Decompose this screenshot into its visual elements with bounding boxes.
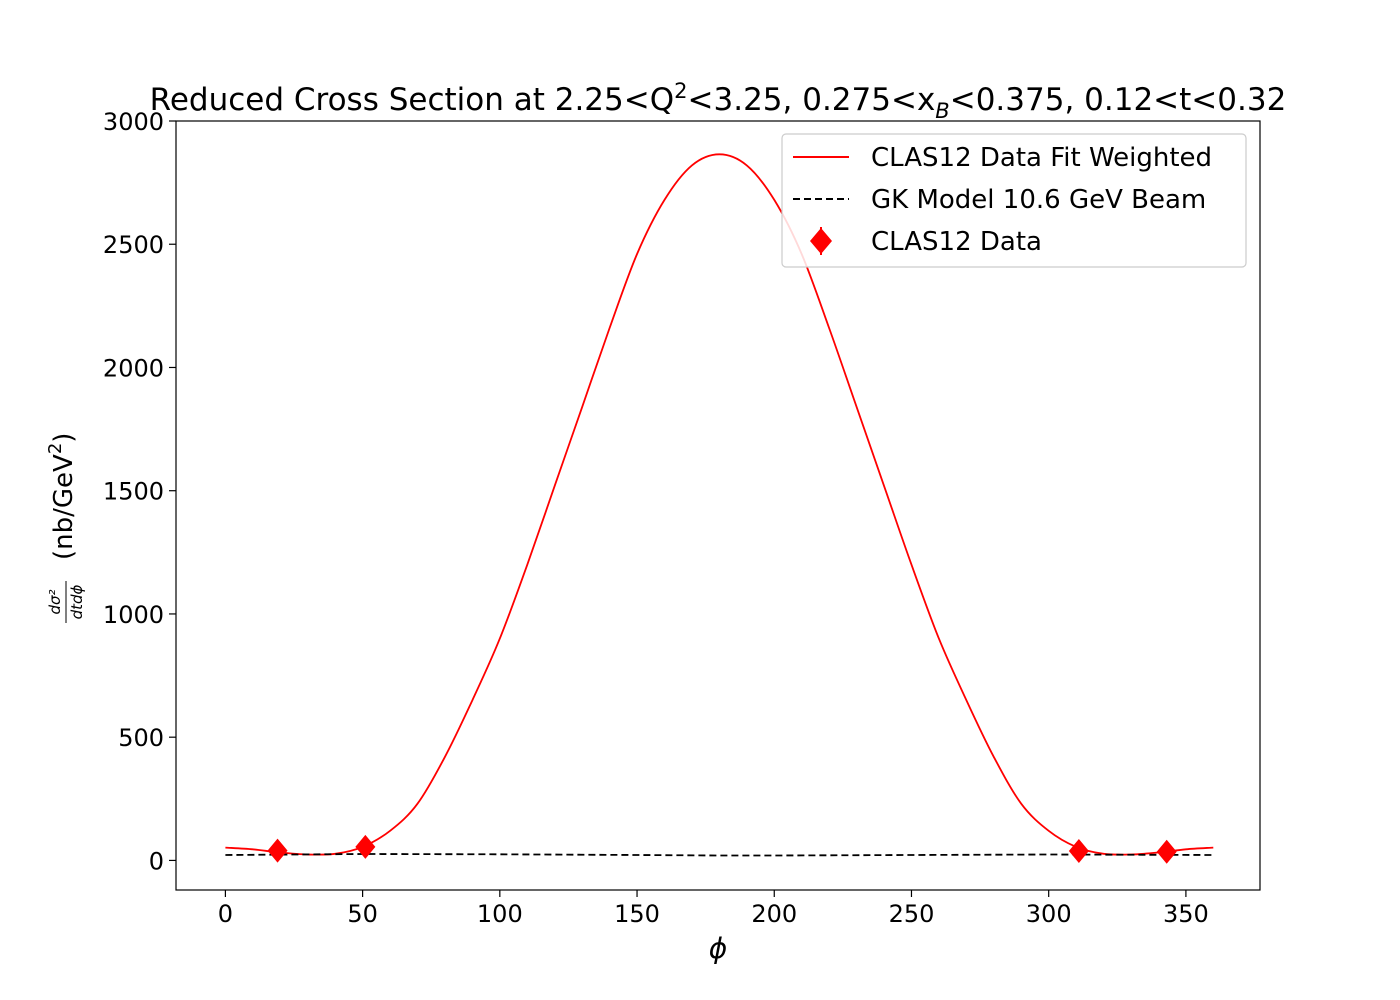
x-axis-ticks: 0 50 100 150 200 250 300 350	[218, 890, 1209, 928]
y-axis-ticks: 0 500 1000 1500 2000 2500 3000	[103, 108, 176, 875]
y-label-frac-den: dtdϕ	[68, 584, 86, 619]
data-point	[1068, 839, 1089, 864]
x-tick-label: 350	[1163, 900, 1209, 928]
chart-title: Reduced Cross Section at 2.25<Q2<3.25, 0…	[150, 79, 1287, 123]
x-tick-label: 300	[1026, 900, 1072, 928]
legend-swatch-data	[810, 228, 832, 254]
x-tick-label: 150	[614, 900, 660, 928]
legend-label-data: CLAS12 Data	[871, 227, 1042, 257]
points-layer	[267, 834, 1177, 864]
legend-label-model: GK Model 10.6 GeV Beam	[871, 185, 1206, 215]
data-point	[1156, 839, 1177, 864]
y-tick-label: 1000	[103, 601, 164, 629]
series-line-1	[225, 853, 1214, 857]
y-axis-label: dσ² dtdϕ (nb/GeV2)	[45, 433, 86, 623]
y-label-frac-num: dσ²	[46, 589, 64, 614]
legend-box	[781, 133, 1247, 268]
legend: CLAS12 Data Fit Weighted GK Model 10.6 G…	[781, 133, 1247, 268]
y-tick-label: 0	[149, 847, 164, 875]
data-point	[355, 834, 376, 859]
y-tick-label: 1500	[103, 478, 164, 506]
y-tick-label: 3000	[103, 108, 164, 136]
title-sub: B	[935, 99, 949, 123]
x-axis-label: ϕ	[709, 932, 727, 965]
y-tick-label: 2500	[103, 231, 164, 259]
x-tick-label: 50	[347, 900, 378, 928]
x-tick-label: 100	[477, 900, 523, 928]
title-mid: <3.25, 0.275<x	[688, 82, 936, 118]
title-prefix: Reduced Cross Section at 2.25<Q	[150, 82, 674, 118]
legend-label-fit: CLAS12 Data Fit Weighted	[871, 143, 1212, 173]
plot-area	[175, 120, 1261, 891]
x-tick-label: 0	[218, 900, 233, 928]
data-point	[267, 838, 288, 863]
title-sup: 2	[674, 79, 687, 103]
series-line-0	[225, 153, 1214, 856]
series-layer	[225, 153, 1214, 857]
x-tick-label: 250	[889, 900, 935, 928]
x-tick-label: 200	[751, 900, 797, 928]
y-tick-label: 2000	[103, 354, 164, 382]
title-suffix: <0.375, 0.12<t<0.32	[950, 82, 1287, 118]
y-label-unit: (nb/GeV2)	[45, 433, 79, 560]
y-tick-label: 500	[118, 724, 164, 752]
